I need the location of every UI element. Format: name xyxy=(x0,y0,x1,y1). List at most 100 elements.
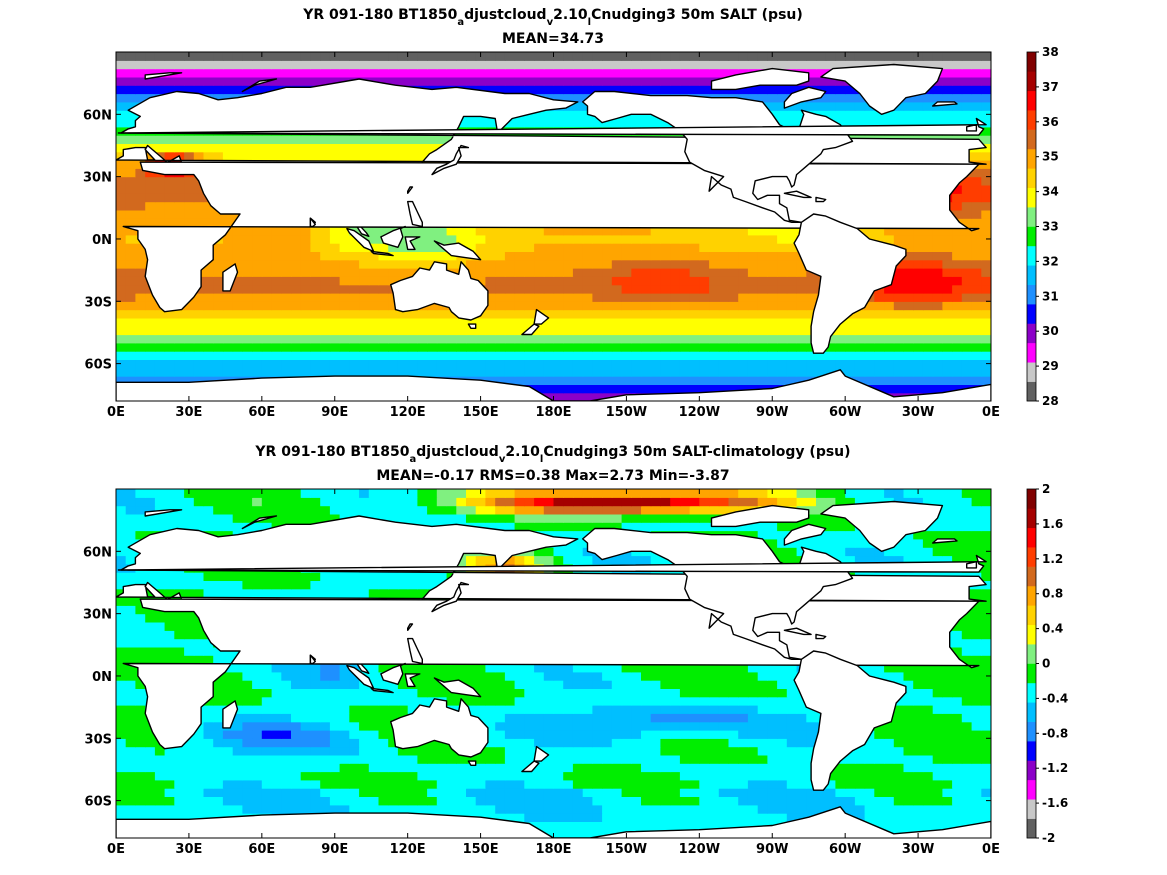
field-cell xyxy=(407,309,418,319)
field-cell xyxy=(767,60,778,70)
field-cell xyxy=(777,771,788,781)
field-cell xyxy=(125,226,136,236)
field-cell xyxy=(154,201,166,211)
field-cell xyxy=(903,779,914,789)
field-cell xyxy=(738,317,749,327)
field-cell xyxy=(116,276,127,286)
field-cell xyxy=(816,85,827,95)
field-cell xyxy=(116,234,127,244)
field-cell xyxy=(699,796,710,806)
field-cell xyxy=(154,754,166,764)
field-cell xyxy=(660,746,671,756)
landmass xyxy=(433,240,482,261)
field-cell xyxy=(670,85,681,95)
field-cell xyxy=(922,813,934,822)
field-cell xyxy=(952,804,963,814)
field-cell xyxy=(427,68,438,78)
field-cell xyxy=(786,796,798,806)
field-cell xyxy=(514,796,525,806)
field-cell xyxy=(699,384,710,394)
field-cell xyxy=(747,268,759,277)
field-cell xyxy=(485,334,496,344)
field-cell xyxy=(747,284,759,294)
field-cell xyxy=(145,334,156,344)
field-cell xyxy=(903,268,914,277)
field-cell xyxy=(329,351,341,360)
landmass xyxy=(932,101,958,107)
field-cell xyxy=(466,779,477,789)
field-cell xyxy=(232,309,243,319)
field-cell xyxy=(232,293,243,302)
field-cell xyxy=(689,384,700,394)
field-cell xyxy=(786,234,798,244)
field-cell xyxy=(660,85,671,95)
field-cell xyxy=(427,334,438,344)
field-cell xyxy=(407,351,418,360)
field-cell xyxy=(884,359,895,369)
field-cell xyxy=(854,93,866,103)
field-cell xyxy=(145,763,156,773)
field-cell xyxy=(320,284,331,294)
field-cell xyxy=(738,351,749,360)
field-cell xyxy=(427,367,438,377)
field-cell xyxy=(417,243,428,252)
field-cell xyxy=(572,342,584,352)
field-cell xyxy=(922,110,934,120)
field-cell xyxy=(271,52,282,61)
field-cell xyxy=(670,234,681,244)
field-cell xyxy=(572,268,584,277)
field-cell xyxy=(485,813,496,822)
field-cell xyxy=(349,301,360,311)
field-cell xyxy=(932,309,943,319)
field-cell xyxy=(543,118,555,128)
field-cell xyxy=(854,779,866,789)
field-cell xyxy=(592,763,603,773)
field-cell xyxy=(670,309,681,319)
field-cell xyxy=(981,68,991,78)
field-cell xyxy=(650,317,661,327)
field-cell xyxy=(718,60,730,70)
field-cell xyxy=(786,351,798,360)
field-cell xyxy=(718,746,730,756)
field-cell xyxy=(475,251,486,261)
field-cell xyxy=(602,284,613,294)
field-cell xyxy=(524,251,535,261)
field-cell xyxy=(193,76,205,86)
field-cell xyxy=(961,779,973,789)
field-cell xyxy=(777,226,788,236)
field-cell xyxy=(524,226,535,236)
field-cell xyxy=(903,796,914,806)
field-cell xyxy=(495,746,506,756)
field-cell xyxy=(359,284,370,294)
field-cell xyxy=(884,821,895,831)
field-cell xyxy=(125,746,136,756)
field-cell xyxy=(854,52,866,61)
field-cell xyxy=(913,110,924,120)
field-cell xyxy=(893,301,905,311)
field-cell xyxy=(300,804,311,814)
field-cell xyxy=(563,118,574,128)
field-cell xyxy=(961,110,973,120)
field-cell xyxy=(154,176,166,186)
field-cell xyxy=(378,243,389,252)
field-cell xyxy=(874,359,885,369)
field-cell xyxy=(310,234,321,244)
field-cell xyxy=(135,93,146,103)
field-cell xyxy=(320,301,331,311)
field-cell xyxy=(397,788,409,797)
field-cell xyxy=(446,60,457,70)
field-cell xyxy=(582,52,593,61)
field-cell xyxy=(300,301,311,311)
field-cell xyxy=(757,234,768,244)
field-cell xyxy=(718,334,730,344)
field-cell xyxy=(495,293,506,302)
field-cell xyxy=(446,326,457,336)
field-cell xyxy=(611,779,623,789)
field-cell xyxy=(864,309,875,319)
field-cell xyxy=(339,804,350,814)
field-cell xyxy=(592,259,603,269)
field-cell xyxy=(777,359,788,369)
field-cell xyxy=(174,359,185,369)
field-cell xyxy=(971,351,982,360)
field-cell xyxy=(222,93,234,103)
